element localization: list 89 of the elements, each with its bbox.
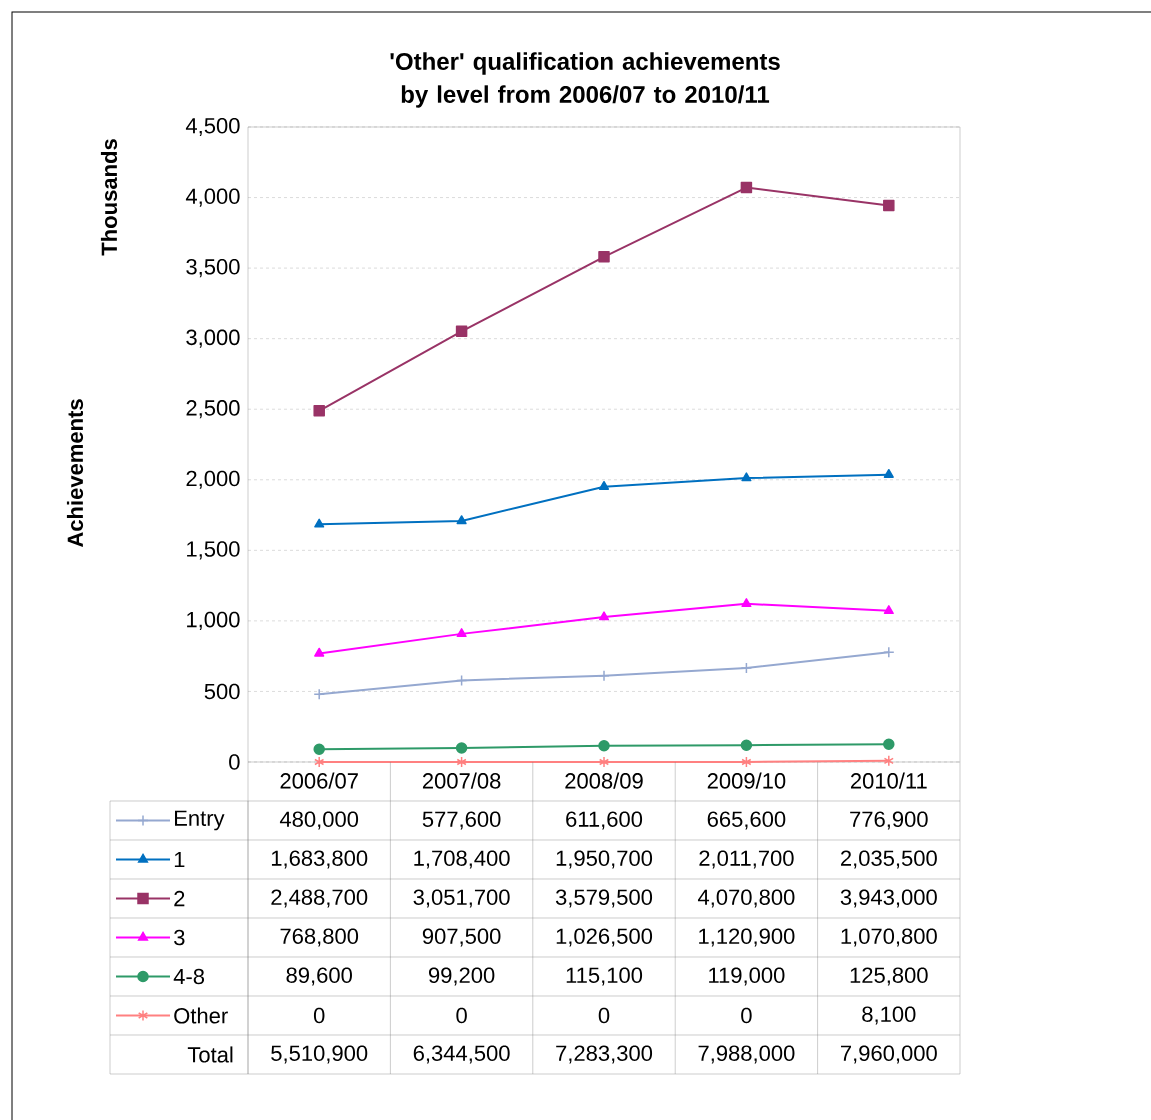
- text: 665,600: [707, 811, 786, 830]
- point: [740, 739, 753, 751]
- point: [455, 742, 468, 754]
- text: 2,488,700: [271, 889, 368, 908]
- y-axis-title: Achievements: [66, 399, 84, 548]
- point: [598, 611, 610, 621]
- text: 611,600: [566, 811, 643, 830]
- point: [598, 756, 610, 768]
- point: [456, 628, 467, 638]
- text: 3,943,000: [840, 889, 937, 908]
- y-tick-label: 3,000: [186, 329, 240, 348]
- text: 0: [313, 1007, 325, 1024]
- point: [598, 251, 610, 263]
- text: Total: [187, 1046, 233, 1063]
- text: 1,026,500: [556, 928, 653, 947]
- y-tick-label: 1,500: [187, 541, 240, 560]
- x-tick-label: 2006/07: [280, 772, 358, 789]
- point: [314, 647, 325, 657]
- legend-label: 2: [174, 890, 185, 907]
- point: [741, 756, 752, 768]
- point: [883, 646, 895, 659]
- point: [883, 605, 894, 615]
- point: [883, 199, 895, 212]
- point: [313, 743, 325, 756]
- text: 125,800: [850, 967, 928, 986]
- y-tick-label: 4,000: [185, 188, 240, 207]
- x-tick-label: 2010/11: [850, 772, 927, 789]
- point: [313, 405, 325, 417]
- text: 768,800: [280, 928, 359, 947]
- text: 3,579,500: [555, 889, 653, 908]
- text: 0: [741, 1007, 752, 1024]
- point: [456, 515, 467, 525]
- point: [740, 662, 753, 674]
- point: [314, 756, 325, 768]
- point: [455, 674, 468, 687]
- text: 1,708,400: [414, 850, 510, 869]
- legend-label: 3: [174, 929, 185, 946]
- point: [883, 468, 894, 478]
- point: [456, 756, 467, 768]
- text: 115,100: [566, 967, 643, 986]
- text: 907,500: [422, 928, 501, 947]
- text: 6,344,500: [413, 1045, 510, 1064]
- y-tick-label: 3,500: [186, 259, 240, 278]
- point: [598, 740, 610, 752]
- y-tick-label: 500: [204, 683, 240, 700]
- point: [598, 480, 610, 490]
- text: 119,000: [709, 967, 785, 986]
- text: 3,051,700: [413, 889, 510, 908]
- y-tick-label: 2,500: [186, 400, 240, 419]
- y-tick-label: 1,000: [187, 611, 240, 630]
- text: 1,120,900: [699, 928, 795, 947]
- text: 0: [598, 1007, 610, 1024]
- x-tick-label: 2008/09: [565, 772, 643, 789]
- legend-label: 4-8: [173, 968, 205, 985]
- text: 0: [456, 1007, 467, 1024]
- text: 7,988,000: [698, 1045, 795, 1064]
- text: 1,683,800: [271, 850, 368, 869]
- text: 2,035,500: [840, 850, 937, 869]
- point: [883, 738, 895, 750]
- text: 7,960,000: [841, 1045, 937, 1064]
- y-tick-label: 2,000: [186, 470, 240, 489]
- x-tick-label: 2007/08: [422, 772, 501, 789]
- legend-label: Entry: [175, 810, 225, 831]
- text: 8,100: [862, 1006, 916, 1025]
- text: Thousands: [100, 139, 118, 256]
- text: 1,950,700: [556, 850, 653, 869]
- chart-title: 'Other' qualification achievements by level from 2006/07 to 2010/11: [390, 52, 780, 108]
- text: 7,283,300: [556, 1045, 653, 1064]
- legend-label: 1: [174, 851, 185, 868]
- point: [314, 518, 325, 528]
- text: 99,200: [429, 967, 495, 986]
- point: [455, 325, 468, 338]
- point: [741, 472, 752, 482]
- text: 480,000: [279, 811, 359, 830]
- point: [740, 181, 753, 194]
- text: 5,510,900: [271, 1045, 368, 1064]
- text: 1,070,800: [841, 928, 937, 947]
- point: [741, 598, 752, 608]
- x-tick-label: 2009/10: [707, 772, 786, 789]
- point: [313, 688, 325, 701]
- y-tick-label: 4,500: [185, 117, 240, 137]
- point: [883, 755, 894, 767]
- y-tick-label: 0: [229, 754, 240, 770]
- text: 89,600: [286, 967, 352, 986]
- text: 2,011,700: [699, 850, 794, 869]
- text: 4,070,800: [697, 889, 795, 908]
- legend-label: Other: [174, 1007, 228, 1024]
- text: 577,600: [422, 811, 501, 830]
- text: 776,900: [850, 811, 928, 830]
